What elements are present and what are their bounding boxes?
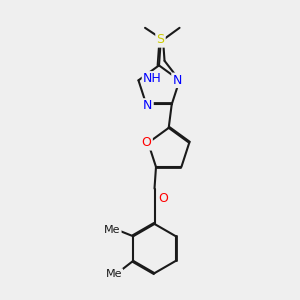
Text: O: O <box>142 136 152 149</box>
Text: N: N <box>172 74 182 87</box>
Text: S: S <box>157 33 164 46</box>
Text: O: O <box>158 192 168 205</box>
Text: Me: Me <box>104 225 120 235</box>
Text: Me: Me <box>105 269 122 279</box>
Text: N: N <box>143 100 152 112</box>
Text: NH: NH <box>143 72 162 85</box>
